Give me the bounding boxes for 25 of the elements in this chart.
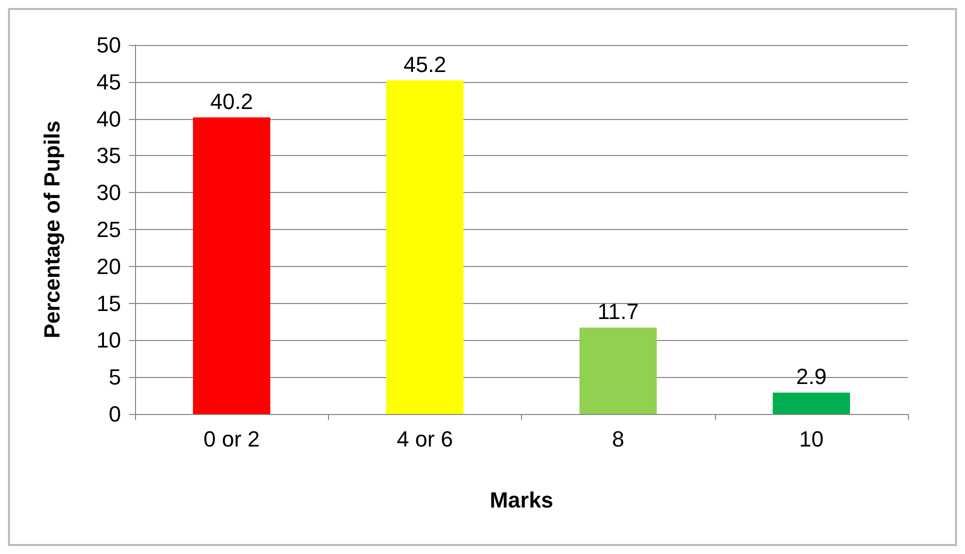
y-tick-label: 0 bbox=[108, 402, 121, 426]
bar bbox=[192, 117, 270, 414]
y-tick-label: 40 bbox=[96, 106, 121, 132]
x-tick-label: 4 or 6 bbox=[396, 426, 454, 452]
x-axis-title: Marks bbox=[490, 488, 554, 512]
x-tick-label: 10 bbox=[799, 426, 824, 452]
y-tick-label: 35 bbox=[96, 143, 121, 168]
x-tick-label: 0 or 2 bbox=[203, 426, 260, 452]
y-tick-label: 5 bbox=[108, 364, 121, 390]
y-tick-label: 50 bbox=[96, 32, 121, 58]
data-label: 11.7 bbox=[598, 299, 639, 324]
y-tick-label: 15 bbox=[96, 290, 121, 316]
y-tick-label: 20 bbox=[96, 254, 121, 279]
bar bbox=[772, 392, 850, 414]
data-label: 40.2 bbox=[210, 88, 254, 114]
data-label: 2.9 bbox=[796, 364, 827, 390]
x-tick-label: 8 bbox=[612, 426, 624, 452]
bar bbox=[579, 328, 657, 414]
data-label: 45.2 bbox=[403, 52, 446, 77]
y-tick-label: 25 bbox=[96, 217, 121, 242]
bar bbox=[386, 80, 464, 414]
y-tick-label: 30 bbox=[96, 180, 121, 206]
y-tick-label: 45 bbox=[96, 69, 121, 94]
y-axis-title: Percentage of Pupils bbox=[40, 120, 64, 338]
y-tick-label: 10 bbox=[96, 328, 121, 353]
